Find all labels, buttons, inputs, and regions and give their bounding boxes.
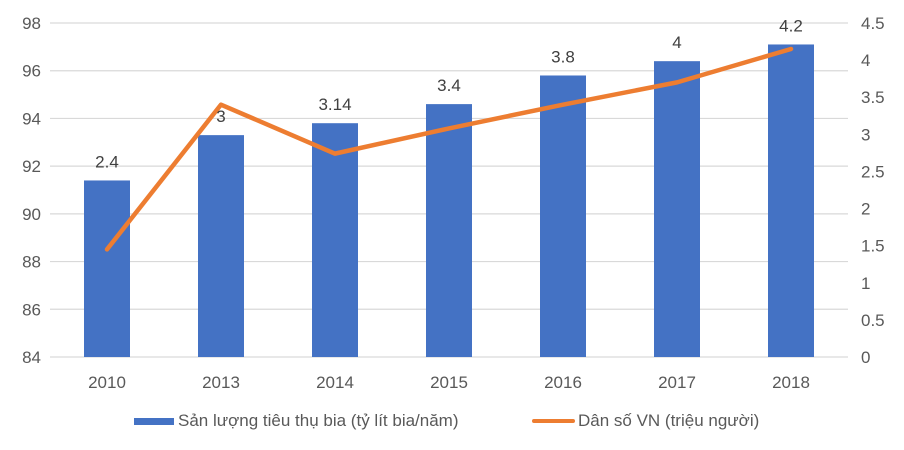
bar-2015 [426,104,472,357]
bar-2014 [312,123,358,357]
right-axis-tick-label: 4 [861,51,870,70]
data-label-2014: 3.14 [318,95,351,114]
right-axis-tick-label: 3.5 [861,88,885,107]
data-label-2016: 3.8 [551,47,575,66]
left-axis-tick-label: 96 [22,62,41,81]
x-axis-tick-label: 2015 [430,373,468,392]
x-axis-tick-label: 2010 [88,373,126,392]
legend-label-beer-consumption: Sản lượng tiêu thụ bia (tỷ lít bia/năm) [178,411,459,430]
right-axis: 0 0.5 1 1.5 2 2.5 3 3.5 4 4.5 [861,14,885,367]
left-axis-tick-label: 86 [22,300,41,319]
x-axis-tick-label: 2014 [316,373,354,392]
data-labels: 2.4 3 3.14 3.4 3.8 4 4.2 [95,16,803,171]
bar-2010 [84,180,130,357]
x-axis-tick-label: 2013 [202,373,240,392]
legend-label-population: Dân số VN (triệu người) [578,411,760,430]
legend-line-swatch [532,419,575,423]
legend: Sản lượng tiêu thụ bia (tỷ lít bia/năm) … [0,407,904,435]
left-axis-tick-label: 88 [22,253,41,272]
left-axis: 84 86 88 90 92 94 96 98 [22,14,41,367]
legend-item-population: Dân số VN (triệu người) [532,407,759,435]
right-axis-tick-label: 2 [861,200,870,219]
data-label-2015: 3.4 [437,76,461,95]
right-axis-tick-label: 4.5 [861,14,885,33]
right-axis-tick-label: 2.5 [861,162,885,181]
left-axis-tick-label: 84 [22,348,41,367]
data-label-2013: 3 [216,107,225,126]
data-label-2017: 4 [672,33,681,52]
right-axis-tick-label: 1.5 [861,237,885,256]
right-axis-tick-label: 0 [861,348,870,367]
line-series [104,46,794,252]
x-axis: 2010 2013 2014 2015 2016 2017 2018 [88,373,810,392]
data-label-2010: 2.4 [95,152,119,171]
left-axis-tick-label: 92 [22,157,41,176]
bar-2018 [768,44,814,357]
combo-chart: 2.4 3 3.14 3.4 3.8 4 4.2 84 86 88 90 92 94 96 98 0 0.5… [22,14,885,392]
legend-item-beer-consumption: Sản lượng tiêu thụ bia (tỷ lít bia/năm) [134,407,459,435]
legend-bar-swatch [134,417,174,425]
x-axis-tick-label: 2018 [772,373,810,392]
right-axis-tick-label: 1 [861,274,870,293]
x-axis-tick-label: 2016 [544,373,582,392]
x-axis-tick-label: 2017 [658,373,696,392]
bars [84,44,814,358]
left-axis-tick-label: 94 [22,109,41,128]
right-axis-tick-label: 3 [861,125,870,144]
data-label-2018: 4.2 [779,16,803,35]
bar-2016 [540,75,586,357]
left-axis-tick-label: 90 [22,205,41,224]
left-axis-tick-label: 98 [22,14,41,33]
right-axis-tick-label: 0.5 [861,311,885,330]
bar-2017 [654,61,700,358]
bar-2013 [198,135,244,357]
